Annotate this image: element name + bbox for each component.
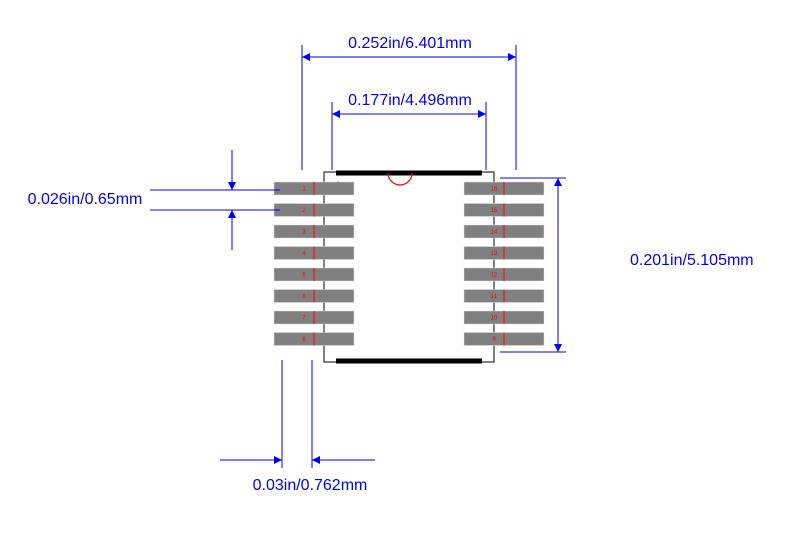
pad-label-15: 15 — [491, 208, 498, 214]
pad-label-11: 11 — [491, 294, 498, 300]
pad-label-10: 10 — [491, 316, 498, 322]
pad-label-14: 14 — [491, 230, 498, 236]
svg-text:0.03in/0.762mm: 0.03in/0.762mm — [253, 477, 368, 494]
pad-label-13: 13 — [491, 251, 498, 257]
svg-text:0.252in/6.401mm: 0.252in/6.401mm — [348, 35, 472, 52]
pad-label-16: 16 — [491, 187, 498, 193]
package-drawing: *123456781615141312111090.252in/6.401mm0… — [0, 0, 800, 547]
svg-text:0.177in/4.496mm: 0.177in/4.496mm — [348, 92, 472, 109]
svg-text:0.026in/0.65mm: 0.026in/0.65mm — [28, 191, 143, 208]
svg-text:0.201in/5.105mm: 0.201in/5.105mm — [630, 252, 754, 269]
pad-label-12: 12 — [491, 273, 498, 279]
